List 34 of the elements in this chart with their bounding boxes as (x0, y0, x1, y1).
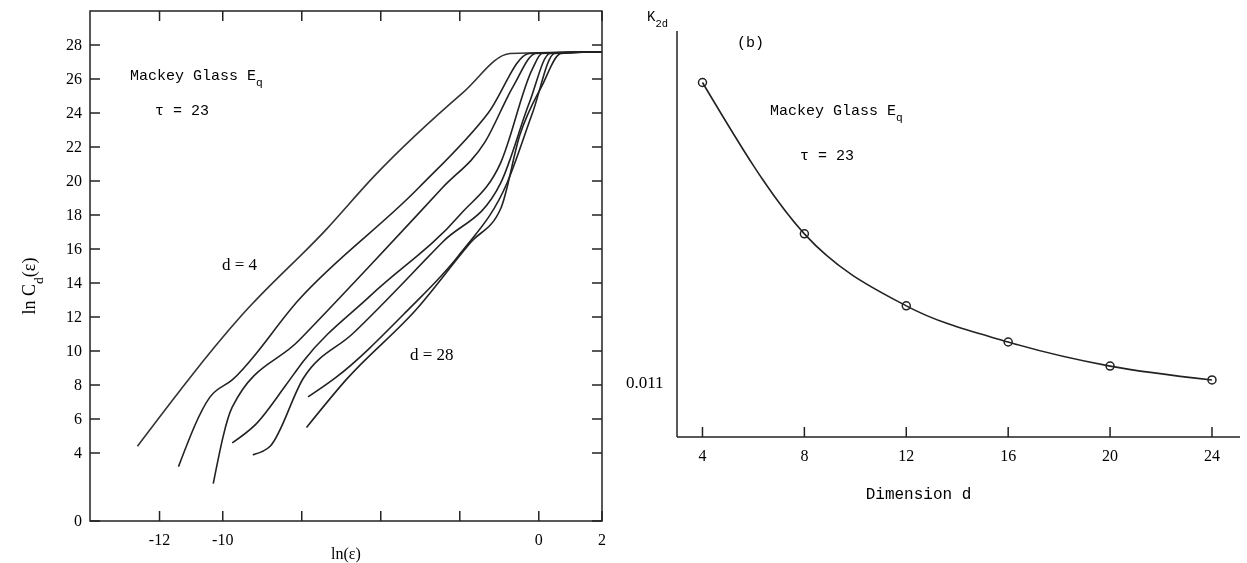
x-tick-label: 0 (534, 531, 543, 548)
x-tick-label: 8 (800, 447, 809, 464)
x-axis-title: Dimension d (865, 486, 972, 504)
y-tick-label: 14 (66, 274, 82, 291)
annotation: d = 4 (222, 255, 258, 274)
y-tick-label: 26 (66, 70, 82, 87)
x-tick-label: 16 (1000, 447, 1017, 464)
y-tick-label: 18 (66, 206, 82, 223)
x-tick-label: 2 (598, 531, 606, 548)
y-tick-label: 28 (66, 36, 82, 53)
annotation: d = 28 (410, 345, 454, 364)
x-tick-label: -12 (148, 531, 171, 548)
x-tick-label: 4 (698, 447, 707, 464)
x-tick-label: -10 (212, 531, 234, 548)
y-tick-label: 24 (66, 104, 82, 121)
y-tick-label: 8 (74, 376, 82, 393)
y-tick-label: 16 (66, 240, 82, 257)
y-tick-label: 0 (74, 512, 82, 529)
chart-title: (b) (737, 35, 765, 52)
x-tick-label: 12 (898, 447, 915, 464)
x-tick-label: 24 (1203, 447, 1220, 464)
annotation: Mackey Glass E$_{q}$ (130, 68, 263, 89)
y-tick-label: 20 (66, 172, 82, 189)
annotation: Mackey Glass E$_{q}$ (770, 103, 903, 124)
x-axis-title: ln(ε) (331, 545, 361, 563)
y-tick-label: 6 (74, 410, 82, 427)
text: 0.011 (626, 373, 664, 392)
annotation: τ = 23 (800, 148, 855, 165)
x-tick-label: 20 (1102, 447, 1119, 464)
y-tick-label: 22 (66, 138, 82, 155)
y-axis-title: K$_{2d}$ (647, 9, 669, 30)
y-tick-label: 10 (66, 342, 82, 359)
y-tick-label: 12 (66, 308, 82, 325)
annotation: τ = 23 (155, 103, 210, 120)
